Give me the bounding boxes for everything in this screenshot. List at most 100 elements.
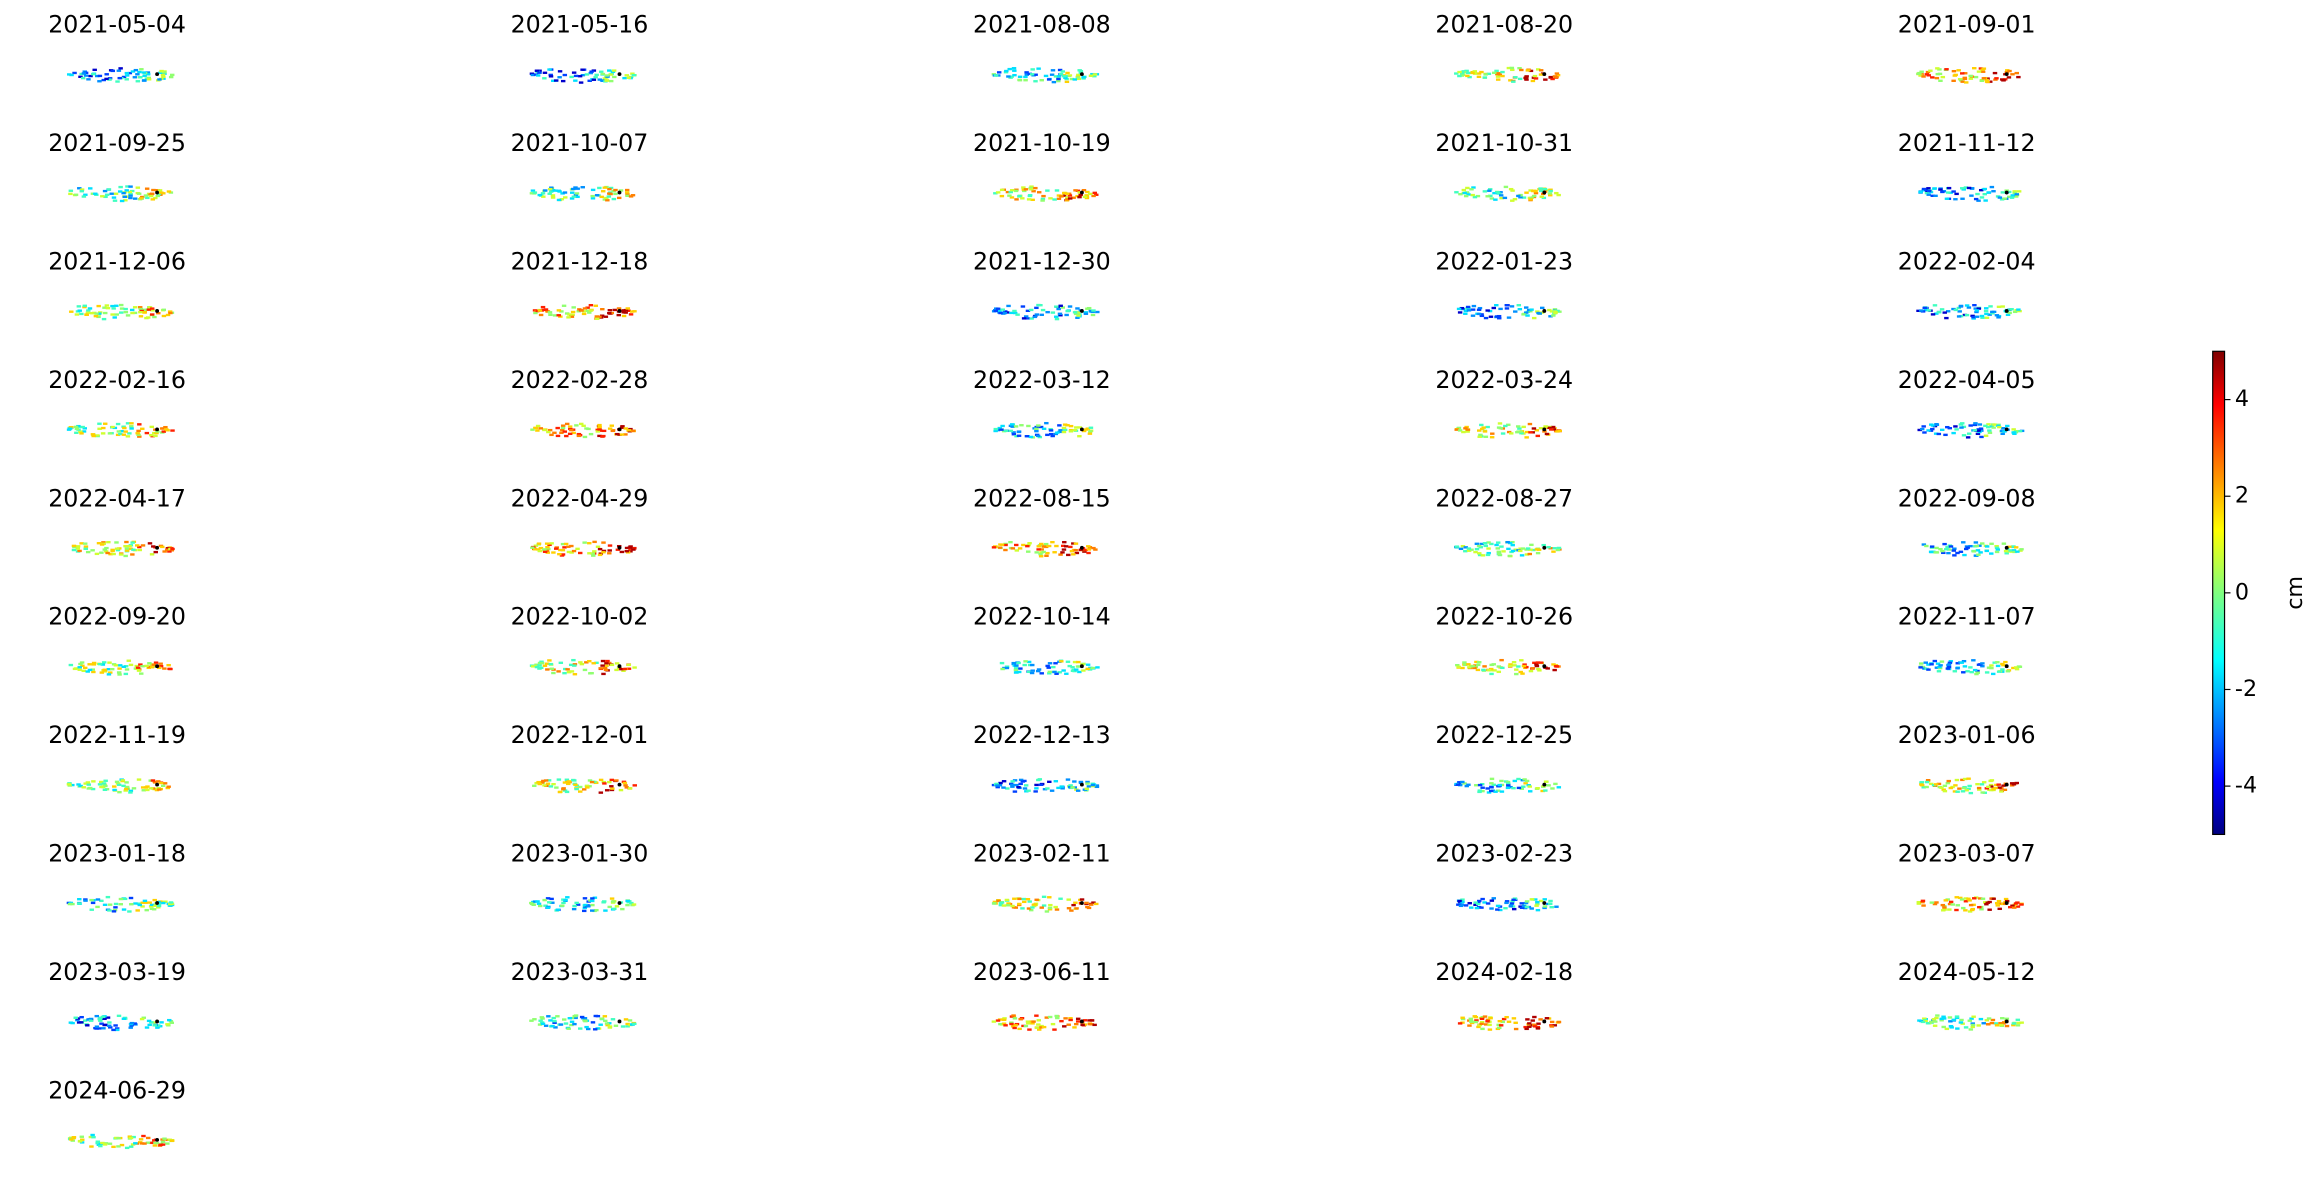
map-pixel — [167, 550, 172, 553]
map-pixel — [151, 545, 156, 548]
map-pixel — [108, 552, 114, 556]
map-pixel — [1465, 428, 1471, 431]
map-pixel — [111, 1028, 116, 1032]
map-pixel — [1993, 1022, 1999, 1025]
map-pixel — [1930, 313, 1936, 316]
map-pixel — [1041, 904, 1047, 907]
map-pixel — [1948, 191, 1953, 194]
map-pixel — [87, 307, 93, 310]
map-pixel — [1063, 545, 1069, 548]
map-pixel — [624, 786, 629, 789]
map-pixel — [1474, 784, 1479, 787]
map-pixel — [1002, 311, 1008, 315]
map-pixel — [1003, 1024, 1008, 1027]
map — [1456, 304, 1562, 320]
map-pixel — [1511, 787, 1516, 790]
map-pixel — [1545, 189, 1551, 192]
map-pixel — [631, 548, 636, 551]
map-pixel — [101, 782, 107, 785]
map-pixel — [1930, 194, 1935, 197]
map-pixel — [1958, 896, 1963, 900]
map-pixel — [562, 781, 568, 784]
map-pixel — [1979, 79, 1985, 82]
map-pixel — [1955, 1027, 1960, 1030]
map-pixel — [607, 309, 613, 312]
map-pixel — [1925, 778, 1931, 782]
map-pixel — [1923, 308, 1929, 312]
map-pixel — [1528, 189, 1533, 192]
map-pixel — [141, 71, 147, 74]
map-pixel — [1092, 73, 1098, 76]
map-pixel — [2005, 424, 2010, 428]
map-pixel — [1973, 75, 1979, 79]
map-pixel — [155, 1026, 160, 1029]
map-pixel — [1535, 661, 1541, 664]
map-pixel — [1936, 782, 1942, 786]
map-pixel — [1964, 313, 1970, 317]
map-pixel — [1959, 898, 1965, 901]
map-pixel — [1041, 194, 1046, 198]
map-pixel — [156, 780, 161, 783]
map-pixel — [2003, 549, 2009, 553]
map-pixel — [1980, 791, 1985, 794]
map-pixel — [1073, 312, 1079, 316]
map-pixel — [572, 664, 577, 667]
map-pixel — [115, 1028, 120, 1032]
map-pixel — [1508, 663, 1513, 666]
map-pixel — [1077, 435, 1082, 438]
map-pixel — [1939, 786, 1944, 789]
map-pixel — [1926, 663, 1931, 666]
map-pixel — [2016, 1021, 2022, 1025]
map-pixel — [1052, 1028, 1057, 1031]
map-pixel — [607, 905, 612, 909]
map-pixel — [1530, 79, 1536, 83]
map-pixel — [1517, 308, 1523, 311]
map-pixel — [95, 434, 100, 437]
map-pixel — [1058, 429, 1063, 432]
map-pixel — [146, 78, 152, 81]
map-pixel — [1937, 665, 1942, 669]
map-pixel — [1504, 900, 1510, 903]
map-pixel — [532, 784, 537, 788]
map — [1454, 422, 1562, 439]
map-pixel — [611, 197, 617, 201]
map-pixel — [1047, 906, 1053, 910]
panel-title: 2023-03-07 — [1898, 840, 2036, 868]
map-pixel — [129, 425, 134, 428]
map-pixel — [166, 785, 171, 788]
map-pixel — [138, 310, 143, 314]
map-pixel — [81, 786, 86, 789]
map-pixel — [631, 73, 637, 77]
map-pixel — [1536, 1022, 1541, 1025]
map-pixel — [1549, 428, 1554, 431]
map-pixel — [116, 671, 122, 674]
map-pixel — [128, 194, 133, 197]
map-pixel — [1053, 905, 1058, 909]
map-pixel — [1997, 786, 2002, 789]
map-pixel — [1025, 898, 1031, 901]
map-pixel — [1048, 429, 1054, 432]
map-pixel — [125, 185, 130, 188]
map-pixel — [1946, 548, 1952, 551]
map-pixel — [1524, 436, 1529, 439]
map-pixel — [1065, 196, 1070, 199]
map-pixel — [1933, 551, 1938, 554]
map-pixel — [77, 1139, 83, 1143]
map-pixel — [538, 546, 544, 550]
map-pixel — [2014, 71, 2019, 75]
map-pixel — [1012, 1026, 1017, 1030]
map-pixel — [1459, 74, 1465, 77]
map-pixel — [165, 429, 170, 432]
map-pixel — [1506, 547, 1511, 551]
map-pixel — [1034, 783, 1039, 787]
map-reference — [1542, 664, 1547, 669]
map-pixel — [1087, 1019, 1092, 1022]
map-pixel — [1919, 427, 1925, 431]
map-pixel — [632, 310, 637, 313]
map-pixel — [1965, 546, 1970, 549]
map-pixel — [1034, 306, 1039, 310]
map-pixel — [1495, 789, 1501, 792]
map-pixel — [1528, 198, 1534, 201]
map-pixel — [1084, 901, 1089, 905]
map-pixel — [1962, 777, 1968, 781]
